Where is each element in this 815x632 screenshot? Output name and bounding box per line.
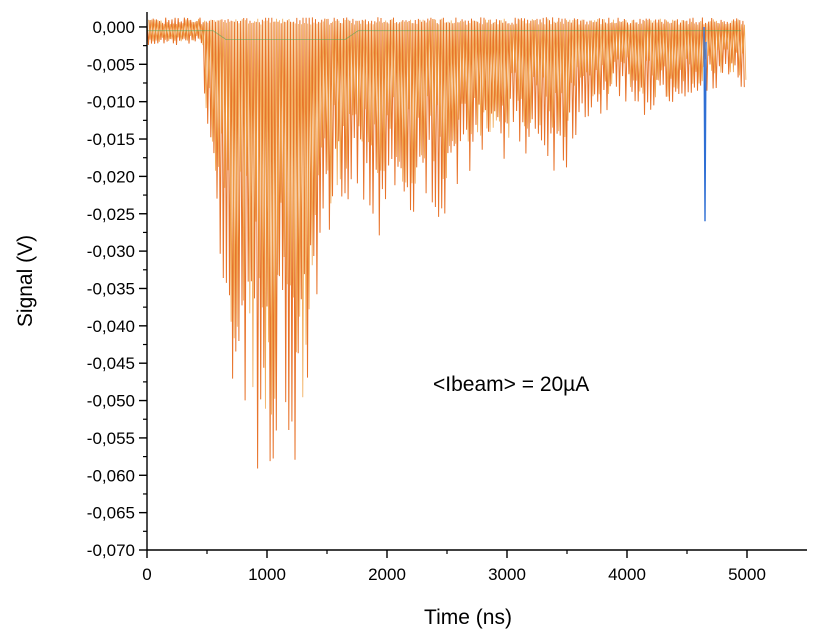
y-tick-label: -0,010 (87, 93, 135, 112)
x-tick-label: 2000 (368, 565, 406, 584)
y-axis-title: Signal (V) (14, 235, 37, 327)
x-axis-title: Time (ns) (424, 606, 512, 629)
y-tick-label: -0,065 (87, 504, 135, 523)
beam-current-annotation: <Ibeam> = 20µA (433, 373, 589, 396)
y-tick-label: -0,030 (87, 242, 135, 261)
y-tick-label: -0,035 (87, 279, 135, 298)
y-tick-label: -0,060 (87, 466, 135, 485)
y-tick-label: -0,005 (87, 55, 135, 74)
x-tick-label: 0 (142, 565, 151, 584)
y-tick-label: -0,050 (87, 392, 135, 411)
y-tick-label: -0,070 (87, 541, 135, 560)
series-layer (147, 17, 747, 469)
x-tick-label: 4000 (608, 565, 646, 584)
x-tick-label: 5000 (728, 565, 766, 584)
y-tick-label: -0,025 (87, 205, 135, 224)
y-tick-label: 0,000 (92, 18, 135, 37)
series-line-blue-spike (703, 26, 707, 222)
y-tick-label: -0,055 (87, 429, 135, 448)
x-tick-label: 1000 (248, 565, 286, 584)
series-line-green (147, 30, 741, 40)
series-line-orange-overlay (148, 18, 747, 415)
ticks-layer: 0 1000 2000 3000 4000 5000 0,000 -0,005 -0,010 -0… (87, 18, 766, 584)
y-tick-label: -0,045 (87, 354, 135, 373)
y-tick-label: -0,040 (87, 317, 135, 336)
y-tick-label: -0,015 (87, 130, 135, 149)
x-tick-label: 3000 (488, 565, 526, 584)
y-tick-label: -0,020 (87, 167, 135, 186)
